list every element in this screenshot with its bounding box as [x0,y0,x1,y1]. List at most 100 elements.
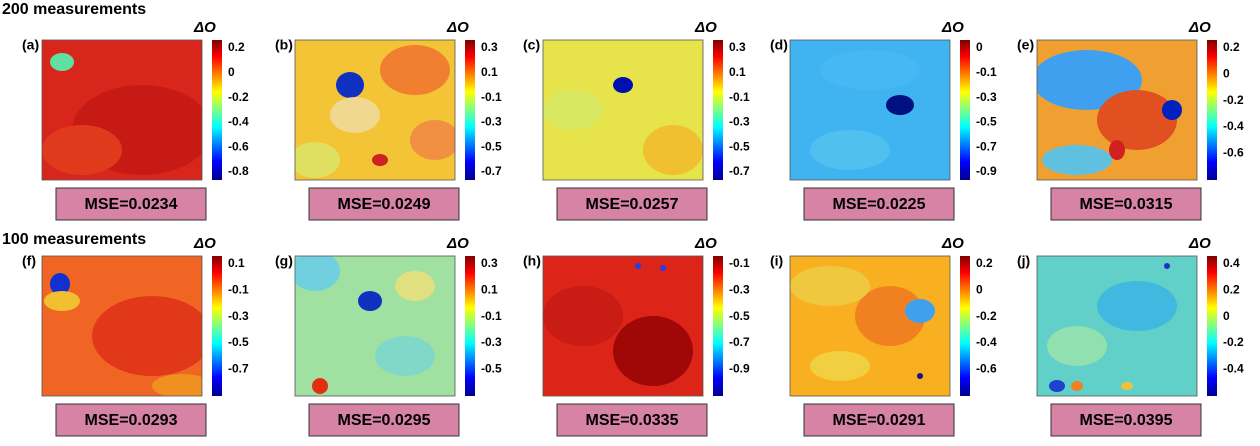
colorbar [465,40,475,180]
colorbar-tick: 0.3 [729,40,746,54]
row-title: 100 measurements [2,231,146,248]
heatmap-frame [294,255,456,397]
colorbar-tick: -0.1 [976,65,997,79]
heatmap-region [635,263,641,269]
heatmap-region [50,273,70,295]
colorbar-tick: -0.3 [729,115,750,129]
colorbar-tick: 0.2 [228,40,245,54]
colorbar [212,40,222,180]
mse-box [803,403,955,437]
panel: (i) ΔO 0.2 0 -0.2 -0.4 -0.6 MSE=0.0291 [770,235,997,437]
panel: (d) ΔO 0 -0.1 -0.3 -0.5 -0.7 -0.9 MSE=0.0225 [770,19,997,221]
heatmap [790,40,950,180]
panel-label: (d) [770,37,788,53]
heatmap [42,40,202,180]
panel: (a) ΔO 0.2 0 -0.2 -0.4 -0.6 -0.8 MSE=0.0234 [22,19,249,221]
heatmap-region [330,97,380,133]
colorbar-label: ΔO [694,19,717,36]
heatmap-frame [789,39,951,181]
mse-value: MSE=0.0335 [586,412,679,429]
heatmap-region [375,336,435,376]
heatmap-region [410,120,455,160]
panel-label: (i) [770,253,783,269]
heatmap-region [855,286,925,346]
colorbar-tick: 0.3 [481,256,498,270]
heatmap-region [295,142,340,178]
heatmap-region [1042,145,1112,175]
heatmap-region [1049,380,1065,392]
heatmap [295,40,455,180]
colorbar-tick: -0.6 [1223,146,1244,160]
colorbar-tick: 0.2 [976,256,993,270]
colorbar-tick: -0.6 [976,362,997,376]
panel: (c) ΔO 0.3 0.1 -0.1 -0.3 -0.5 -0.7 MSE=0.0257 [523,19,750,221]
heatmap [1037,40,1197,180]
heatmap-region [152,374,202,396]
colorbar-tick: -0.6 [228,139,249,153]
panel-label: (g) [275,253,293,269]
heatmap [42,256,202,396]
colorbar-tick: -0.1 [481,309,502,323]
colorbar-tick: -0.5 [481,139,502,153]
colorbar-tick: 0 [976,283,983,297]
heatmap-region [790,266,870,306]
colorbar-tick: -0.3 [976,90,997,104]
colorbar [1207,40,1217,180]
heatmap-region [372,154,388,166]
colorbar-label: ΔO [193,19,216,36]
heatmap-frame [789,255,951,397]
colorbar-label: ΔO [941,235,964,252]
panel-label: (c) [523,37,540,53]
heatmap-frame [542,255,704,397]
colorbar-tick: -0.2 [1223,93,1244,107]
heatmap-region [1164,263,1170,269]
colorbar [1207,256,1217,396]
mse-value: MSE=0.0249 [338,196,431,213]
mse-box [803,187,955,221]
colorbar-tick: -0.2 [976,309,997,323]
heatmap-region [42,125,122,175]
heatmap-frame [1036,39,1198,181]
heatmap-region [810,351,870,381]
colorbar-tick: -0.2 [228,90,249,104]
panel-label: (a) [22,37,39,53]
colorbar-tick: -0.4 [976,335,997,349]
colorbar-label: ΔO [941,19,964,36]
colorbar-tick: -0.5 [228,335,249,349]
heatmap-region [1109,140,1125,160]
heatmap-region [886,95,914,115]
colorbar-tick: 0.4 [1223,256,1240,270]
colorbar-tick: -0.5 [729,139,750,153]
heatmap [543,256,703,396]
colorbar-label: ΔO [1188,19,1211,36]
colorbar-tick: -0.2 [1223,335,1244,349]
colorbar-tick: -0.1 [228,283,249,297]
colorbar-tick: 0 [1223,67,1230,81]
mse-box [1050,187,1202,221]
colorbar-label: ΔO [446,235,469,252]
colorbar [713,40,723,180]
colorbar-tick: 0.2 [1223,283,1240,297]
panel: (e) ΔO 0.2 0 -0.2 -0.4 -0.6 MSE=0.0315 [1017,19,1244,221]
heatmap-region [1047,326,1107,366]
colorbar-tick: -0.7 [481,164,502,178]
mse-box [556,403,708,437]
colorbar-label: ΔO [1188,235,1211,252]
heatmap-frame [542,39,704,181]
heatmap-region [44,291,80,311]
colorbar-tick: 0.1 [729,65,746,79]
panel-label: (b) [275,37,293,53]
colorbar-label: ΔO [694,235,717,252]
heatmap-region [613,77,633,93]
colorbar-tick: -0.9 [729,362,750,376]
colorbar [960,40,970,180]
heatmap [295,256,455,396]
heatmap-region [50,53,74,71]
colorbar-tick: -0.3 [228,309,249,323]
colorbar-tick: -0.7 [729,164,750,178]
heatmap-region [905,299,935,323]
heatmap-region [543,90,603,130]
colorbar-tick: 0 [228,65,235,79]
heatmap-region [1121,382,1133,390]
heatmap-frame [41,255,203,397]
